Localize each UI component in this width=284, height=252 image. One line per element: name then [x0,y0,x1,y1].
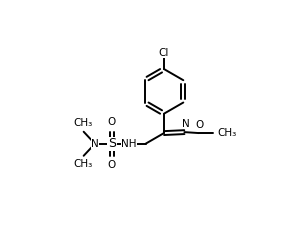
Text: O: O [108,160,116,170]
Text: CH₃: CH₃ [217,128,236,138]
Text: O: O [108,117,116,128]
Text: Cl: Cl [159,48,169,58]
Text: CH₃: CH₃ [73,118,92,129]
Text: CH₃: CH₃ [73,159,92,169]
Text: N: N [182,119,190,129]
Text: NH: NH [121,139,137,149]
Text: O: O [196,120,204,130]
Text: S: S [108,137,116,150]
Text: N: N [91,139,99,149]
